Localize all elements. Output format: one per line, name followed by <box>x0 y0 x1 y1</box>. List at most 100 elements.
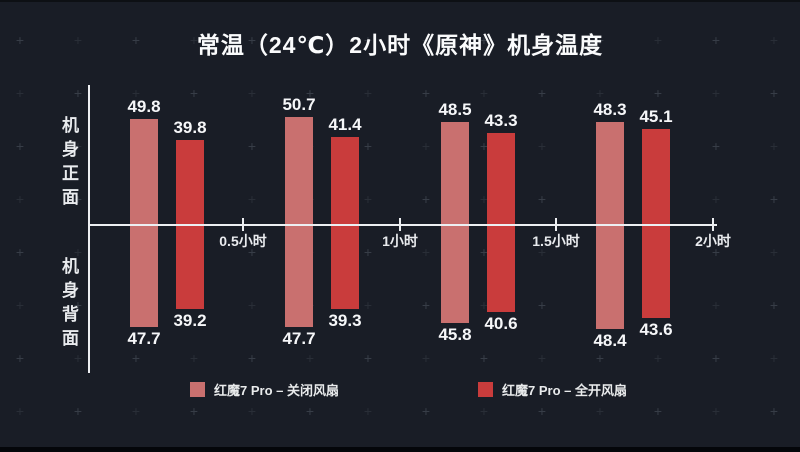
plus-pattern-mark: + <box>363 191 373 207</box>
plus-pattern-mark: + <box>595 350 605 366</box>
plus-pattern-mark: + <box>73 85 83 101</box>
plus-pattern-mark: + <box>595 32 605 48</box>
plus-pattern-mark: + <box>15 403 25 419</box>
tick-label: 0.5小时 <box>219 233 267 249</box>
plus-pattern-mark: + <box>421 85 431 101</box>
plus-pattern-mark: + <box>247 32 257 48</box>
plus-pattern-mark: + <box>305 32 315 48</box>
plus-pattern-mark: + <box>247 403 257 419</box>
plus-pattern-mark: + <box>479 138 489 154</box>
legend-swatch-fan-on-icon <box>478 381 493 397</box>
plus-pattern-mark: + <box>189 32 199 48</box>
tick-label: 2小时 <box>695 233 731 249</box>
plus-pattern-mark: + <box>769 403 779 419</box>
plus-pattern-mark: + <box>537 244 547 260</box>
plus-pattern-mark: + <box>479 350 489 366</box>
plus-pattern-mark: + <box>363 244 373 260</box>
plus-pattern-mark: + <box>537 350 547 366</box>
y-axis-line <box>88 85 90 373</box>
plus-pattern-mark: + <box>305 403 315 419</box>
plus-pattern-mark: + <box>363 138 373 154</box>
plus-pattern-mark: + <box>73 32 83 48</box>
plus-pattern-mark: + <box>769 244 779 260</box>
tick-mark <box>712 218 714 231</box>
bar-fan-off-group1 <box>130 119 158 327</box>
plus-pattern-mark: + <box>479 244 489 260</box>
plus-pattern-mark: + <box>653 85 663 101</box>
legend-label-fan-on: 红魔7 Pro – 全开风扇 <box>502 382 627 398</box>
plus-pattern-mark: + <box>711 403 721 419</box>
plus-pattern-mark: + <box>421 32 431 48</box>
plus-pattern-mark: + <box>711 191 721 207</box>
plus-pattern-mark: + <box>421 244 431 260</box>
plus-pattern-mark: + <box>363 85 373 101</box>
plus-pattern-mark: + <box>131 32 141 48</box>
plus-pattern-mark: + <box>363 403 373 419</box>
tick-mark <box>242 218 244 231</box>
plus-pattern-mark: + <box>769 191 779 207</box>
value-label-front: 41.4 <box>328 115 362 134</box>
plus-pattern-mark: + <box>363 297 373 313</box>
plus-pattern-mark: + <box>73 191 83 207</box>
plus-pattern-mark: + <box>15 244 25 260</box>
plus-pattern-mark: + <box>479 403 489 419</box>
axis-section-label-back: 机身背面 <box>59 257 78 353</box>
plus-pattern-mark: + <box>653 350 663 366</box>
bar-fan-off-group2 <box>285 117 313 327</box>
value-label-front: 48.5 <box>438 100 472 119</box>
value-label-front: 45.1 <box>639 107 673 126</box>
plus-pattern-mark: + <box>479 191 489 207</box>
plus-pattern-mark: + <box>653 32 663 48</box>
plus-pattern-mark: + <box>73 297 83 313</box>
plus-pattern-mark: + <box>15 138 25 154</box>
plus-pattern-mark: + <box>247 85 257 101</box>
value-label-back: 43.6 <box>639 320 673 339</box>
plus-pattern-mark: + <box>769 138 779 154</box>
plus-pattern-mark: + <box>421 191 431 207</box>
value-label-back: 47.7 <box>282 329 316 348</box>
plus-pattern-mark: + <box>537 138 547 154</box>
tick-mark <box>555 218 557 231</box>
plus-pattern-mark: + <box>189 85 199 101</box>
value-label-back: 45.8 <box>438 325 472 344</box>
plus-pattern-mark: + <box>247 191 257 207</box>
plus-pattern-mark: + <box>711 85 721 101</box>
plus-pattern-mark: + <box>537 403 547 419</box>
plus-pattern-mark: + <box>73 138 83 154</box>
plus-pattern-mark: + <box>15 350 25 366</box>
plus-pattern-mark: + <box>363 32 373 48</box>
legend-label-fan-off: 红魔7 Pro – 关闭风扇 <box>214 382 339 398</box>
value-label-front: 49.8 <box>127 97 161 116</box>
plus-pattern-mark: + <box>711 244 721 260</box>
plus-pattern-mark: + <box>15 297 25 313</box>
plus-pattern-mark: + <box>305 85 315 101</box>
plus-pattern-mark: + <box>711 350 721 366</box>
plus-pattern-mark: + <box>247 138 257 154</box>
tick-label: 1小时 <box>382 233 418 249</box>
plus-pattern-mark: + <box>189 403 199 419</box>
tick-label: 1.5小时 <box>532 233 580 249</box>
plus-pattern-mark: + <box>131 350 141 366</box>
value-label-back: 39.2 <box>173 311 207 330</box>
plus-pattern-mark: + <box>131 85 141 101</box>
plus-pattern-mark: + <box>131 403 141 419</box>
plus-pattern-mark: + <box>73 350 83 366</box>
plus-pattern-mark: + <box>769 32 779 48</box>
axis-section-label-front: 机身正面 <box>59 116 78 212</box>
legend-item-fan-off: 红魔7 Pro – 关闭风扇 <box>190 381 339 398</box>
plus-pattern-mark: + <box>769 350 779 366</box>
plus-pattern-mark: + <box>711 32 721 48</box>
plus-pattern-mark: + <box>711 297 721 313</box>
plus-pattern-mark: + <box>73 403 83 419</box>
bar-fan-off-group3 <box>441 122 469 323</box>
plus-pattern-mark: + <box>537 191 547 207</box>
value-label-front: 39.8 <box>173 118 207 137</box>
legend: 红魔7 Pro – 关闭风扇 红魔7 Pro – 全开风扇 <box>0 381 800 401</box>
plus-pattern-mark: + <box>479 32 489 48</box>
plus-pattern-mark: + <box>537 297 547 313</box>
plus-pattern-mark: + <box>73 244 83 260</box>
plus-pattern-mark: + <box>15 85 25 101</box>
plus-pattern-mark: + <box>421 403 431 419</box>
